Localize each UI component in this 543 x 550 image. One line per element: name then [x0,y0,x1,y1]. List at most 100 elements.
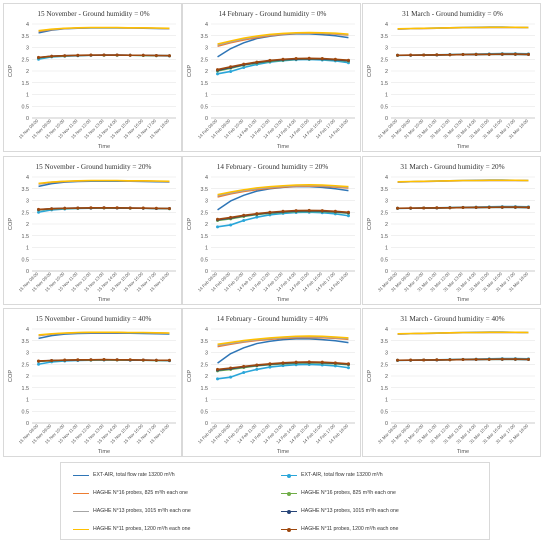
data-point-haghe11_circ [281,361,285,365]
data-point-haghe11_circ [448,206,452,210]
y-tick-label: 2 [385,222,388,228]
y-axis-label: COP [367,65,373,77]
y-tick-label: 3 [26,46,29,52]
data-point-haghe11_circ [474,52,478,56]
data-point-ext_air_circ [255,367,259,371]
chart-svg: 31 March - Ground humidity = 20% 0 0.5 1 1.5… [367,163,535,303]
y-tick-label: 3 [385,351,388,357]
data-point-haghe11_circ [320,209,324,213]
chart-title: 31 March - Ground humidity = 0% [402,10,503,18]
data-point-haghe11_circ [461,206,465,210]
y-tick-label: 1.5 [201,234,209,240]
data-point-haghe11_circ [268,58,272,62]
data-point-haghe11_circ [435,358,439,362]
data-point-haghe11_circ [448,358,452,362]
data-point-haghe11_circ [128,358,132,362]
y-tick-label: 2.5 [201,57,209,63]
data-point-haghe11_circ [141,358,145,362]
data-point-haghe11_circ [333,361,337,365]
chart-grid: 15 November - Ground humidity = 0% 0 0.5 1 1… [3,3,541,457]
chart-svg: 14 February - Ground humidity = 0% 0 0.5 1 1… [187,10,355,150]
data-point-haghe11_circ [333,209,337,213]
data-point-haghe11_circ [500,205,504,209]
data-point-haghe11_circ [102,53,106,57]
legend-marker [287,509,291,514]
y-tick-label: 3.5 [381,34,389,40]
data-point-haghe11_circ [435,53,439,57]
y-tick-label: 2 [205,222,208,228]
data-point-haghe11_circ [526,357,530,361]
y-tick-label: 2 [26,69,29,75]
data-point-haghe11_circ [435,206,439,210]
data-point-haghe11_circ [346,210,350,214]
y-tick-label: 1.5 [201,386,209,392]
x-axis-label: Time [277,297,289,303]
data-point-haghe11_circ [320,360,324,364]
data-point-haghe11_circ [63,358,67,362]
data-point-haghe11_circ [320,57,324,61]
y-tick-label: 3 [385,46,388,52]
series-line-haghe11 [397,26,529,30]
series-line-haghe11 [38,26,170,32]
y-tick-label: 3.5 [201,339,209,345]
data-point-haghe11_circ [37,359,41,363]
y-tick-label: 1 [26,398,29,404]
data-point-haghe11_circ [513,205,517,209]
y-tick-label: 0 [26,421,29,427]
y-tick-label: 1 [385,246,388,252]
y-tick-label: 1 [26,246,29,252]
chart-svg: 31 March - Ground humidity = 40% 0 0.5 1 1.5… [367,315,535,455]
data-point-haghe11_circ [115,206,119,210]
data-point-haghe11_circ [63,54,67,58]
chart-panel: 14 February - Ground humidity = 40% 0 0.5 1… [182,308,361,457]
y-tick-label: 1 [205,93,208,99]
y-tick-label: 0.5 [22,409,30,415]
data-point-haghe11_circ [50,207,54,211]
data-point-haghe11_circ [487,205,491,209]
y-tick-label: 4 [205,175,208,181]
data-point-haghe11_circ [474,205,478,209]
data-point-haghe11_circ [255,60,259,64]
data-point-haghe11_circ [37,207,41,211]
data-point-haghe11_circ [281,57,285,61]
y-tick-label: 4 [205,327,208,333]
y-tick-label: 3 [205,351,208,357]
y-tick-label: 3.5 [22,187,30,193]
chart-panel: 15 November - Ground humidity = 20% 0 0.5 1… [3,156,182,305]
y-tick-label: 2.5 [381,57,389,63]
data-point-haghe11_circ [216,68,220,72]
legend-label: HAGHE N°11 probes, 1200 m³/h each one [301,526,399,532]
chart-title: 14 February - Ground humidity = 0% [219,10,327,18]
y-tick-label: 2 [385,374,388,380]
y-tick-label: 0 [26,116,29,122]
chart-svg: 14 February - Ground humidity = 40% 0 0.5 1… [187,315,355,455]
y-tick-label: 3 [385,199,388,205]
chart-panel: 31 March - Ground humidity = 0% 0 0.5 1 1.5 2… [362,3,541,152]
data-point-ext_air_circ [255,215,259,219]
data-point-haghe11_circ [102,206,106,210]
y-tick-label: 2 [205,374,208,380]
y-tick-label: 4 [26,22,29,28]
chart-title: 15 November - Ground humidity = 0% [37,10,149,18]
legend-swatch [73,493,89,494]
legend-swatch [73,529,89,530]
chart-title: 15 November - Ground humidity = 40% [36,315,152,323]
data-point-haghe11_circ [268,362,272,366]
data-point-haghe11_circ [396,206,400,210]
data-point-ext_air_circ [37,210,41,214]
data-point-haghe11_circ [89,206,93,210]
data-point-ext_air_circ [346,366,350,370]
data-point-ext_air_circ [229,69,233,73]
data-point-ext_air_circ [37,362,41,366]
y-tick-label: 1 [26,93,29,99]
y-tick-label: 2.5 [22,57,30,63]
chart-svg: 31 March - Ground humidity = 0% 0 0.5 1 1.5 2… [367,10,535,150]
data-point-haghe11_circ [333,57,337,61]
chart-panel: 14 February - Ground humidity = 0% 0 0.5 1 1… [182,3,361,152]
data-point-haghe11_circ [216,367,220,371]
y-tick-label: 2 [205,69,208,75]
y-tick-label: 1 [205,246,208,252]
y-tick-label: 3.5 [201,34,209,40]
y-tick-label: 3 [26,199,29,205]
data-point-haghe11_circ [409,53,413,57]
